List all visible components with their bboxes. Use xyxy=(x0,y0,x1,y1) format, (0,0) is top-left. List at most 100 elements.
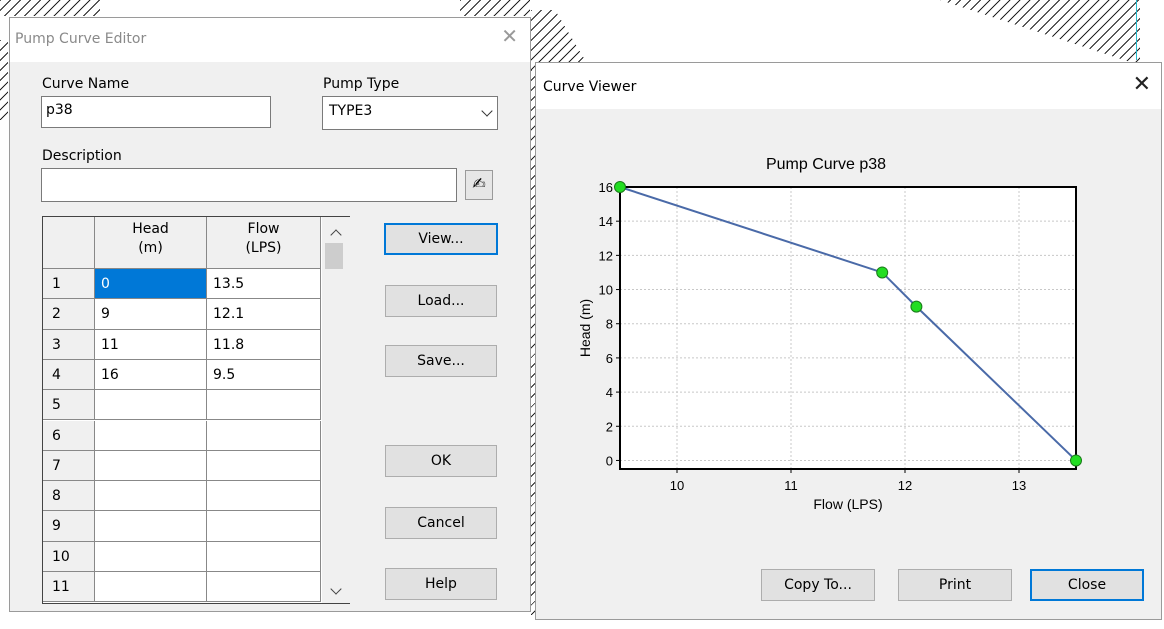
head-cell[interactable]: 9 xyxy=(95,299,207,330)
pencil-hand-icon: ✍ xyxy=(472,174,486,193)
flow-cell[interactable] xyxy=(207,390,321,421)
table-scrollbar[interactable] xyxy=(322,217,350,603)
plot-area xyxy=(620,187,1076,469)
row-number[interactable]: 4 xyxy=(43,359,95,391)
flow-cell[interactable]: 9.5 xyxy=(207,359,321,391)
column-header-head[interactable]: Head (m) xyxy=(95,217,207,269)
pump-curve-line xyxy=(619,186,1077,462)
y-tick-label: 14 xyxy=(599,214,613,229)
view-button[interactable]: View... xyxy=(384,223,498,255)
head-cell[interactable] xyxy=(95,390,207,421)
flow-cell[interactable] xyxy=(207,572,321,603)
flow-cell[interactable] xyxy=(207,511,321,542)
row-number[interactable]: 10 xyxy=(43,541,95,572)
y-tick-label: 4 xyxy=(606,385,613,400)
x-axis-label: Flow (LPS) xyxy=(813,496,882,512)
x-tick-label: 11 xyxy=(784,478,798,493)
head-cell[interactable]: 16 xyxy=(95,359,207,391)
plot-frame xyxy=(619,186,1077,470)
column-header-head-line1: Head xyxy=(132,221,169,237)
row-number[interactable]: 2 xyxy=(43,299,95,330)
print-button[interactable]: Print xyxy=(898,569,1012,601)
data-point-marker xyxy=(876,266,889,279)
flow-cell[interactable] xyxy=(207,420,321,451)
chevron-down-icon xyxy=(481,105,493,117)
close-button[interactable]: Close xyxy=(1030,569,1144,601)
description-edit-button[interactable]: ✍ xyxy=(465,170,493,200)
editor-title: Pump Curve Editor xyxy=(15,31,147,47)
cancel-button[interactable]: Cancel xyxy=(385,507,497,539)
y-tick-label: 16 xyxy=(599,180,613,195)
viewer-title: Curve Viewer xyxy=(543,79,637,95)
head-cell[interactable] xyxy=(95,450,207,482)
row-number[interactable]: 1 xyxy=(43,269,95,300)
row-number[interactable]: 11 xyxy=(43,572,95,603)
flow-cell[interactable]: 11.8 xyxy=(207,329,321,360)
curve-name-label: Curve Name xyxy=(42,76,130,92)
table-corner-cell xyxy=(43,217,95,269)
pump-curve-editor-dialog: Pump Curve Editor ✕ Curve Name p38 Pump … xyxy=(9,17,531,612)
head-cell[interactable] xyxy=(95,481,207,512)
description-input[interactable] xyxy=(41,168,457,202)
pump-type-select[interactable]: TYPE3 xyxy=(322,96,498,130)
y-tick-label: 6 xyxy=(606,351,613,366)
row-number[interactable]: 8 xyxy=(43,481,95,512)
column-header-flow[interactable]: Flow (LPS) xyxy=(207,217,321,269)
y-tick-label: 12 xyxy=(599,248,613,263)
flow-cell[interactable] xyxy=(207,541,321,572)
description-label: Description xyxy=(42,148,122,164)
row-number[interactable]: 7 xyxy=(43,450,95,482)
x-tick-label: 13 xyxy=(1012,478,1026,493)
column-header-flow-line1: Flow xyxy=(247,221,280,237)
data-point-marker xyxy=(1070,454,1082,467)
data-point-marker xyxy=(910,300,923,313)
head-cell[interactable]: 0 xyxy=(95,269,207,300)
editor-close-icon[interactable]: ✕ xyxy=(501,24,518,48)
load-button[interactable]: Load... xyxy=(385,285,497,317)
data-point-marker xyxy=(614,181,626,193)
y-tick-label: 10 xyxy=(599,283,613,298)
save-button[interactable]: Save... xyxy=(385,345,497,377)
flow-cell[interactable]: 12.1 xyxy=(207,299,321,330)
background-hatch-top-left xyxy=(0,0,100,16)
row-number[interactable]: 6 xyxy=(43,420,95,451)
row-number[interactable]: 3 xyxy=(43,329,95,360)
curve-viewer-dialog: Curve Viewer ✕ Pump Curve p38 0 2 4 6 8 10 12 1… xyxy=(535,62,1162,620)
flow-cell[interactable]: 13.5 xyxy=(207,269,321,300)
curve-data-table[interactable]: Head (m) Flow (LPS) 1 0 13.5 2 9 12.1 3 11 11.8 4… xyxy=(42,216,350,604)
row-number[interactable]: 9 xyxy=(43,511,95,542)
head-cell[interactable] xyxy=(95,541,207,572)
background-hatch-right-shape xyxy=(531,10,591,70)
scrollbar-thumb[interactable] xyxy=(325,243,343,269)
y-axis-label: Head (m) xyxy=(577,299,593,357)
y-tick-label: 0 xyxy=(606,453,613,468)
ok-button[interactable]: OK xyxy=(385,445,497,477)
flow-cell[interactable] xyxy=(207,450,321,482)
head-cell[interactable] xyxy=(95,511,207,542)
scroll-up-icon[interactable] xyxy=(330,229,342,241)
chart-title: Pump Curve p38 xyxy=(766,156,886,173)
pump-type-label: Pump Type xyxy=(323,76,400,92)
pump-type-value: TYPE3 xyxy=(329,103,373,119)
pump-curve-chart: Pump Curve p38 0 2 4 6 8 10 12 14 16 10 11 12 13 Flo… xyxy=(577,156,1082,512)
x-tick-label: 10 xyxy=(670,478,684,493)
head-cell[interactable] xyxy=(95,420,207,451)
y-tick-label: 2 xyxy=(606,419,613,434)
viewer-titlebar: Curve Viewer ✕ xyxy=(536,63,1161,109)
background-hatch-mid-strip xyxy=(531,70,535,615)
help-button[interactable]: Help xyxy=(385,568,497,600)
editor-titlebar: Pump Curve Editor ✕ xyxy=(10,18,530,62)
background-line xyxy=(1136,0,1137,60)
background-hatch-top-center xyxy=(460,0,530,16)
curve-name-input[interactable]: p38 xyxy=(41,96,271,128)
background-hatch-top-right xyxy=(940,0,1140,62)
head-cell[interactable] xyxy=(95,572,207,603)
row-number[interactable]: 5 xyxy=(43,390,95,421)
background-hatch-left-edge xyxy=(0,40,8,120)
x-tick-label: 12 xyxy=(898,478,912,493)
head-cell[interactable]: 11 xyxy=(95,329,207,360)
viewer-close-icon[interactable]: ✕ xyxy=(1132,72,1151,97)
copy-to-button[interactable]: Copy To... xyxy=(761,569,875,601)
flow-cell[interactable] xyxy=(207,481,321,512)
scroll-down-icon[interactable] xyxy=(330,583,342,595)
